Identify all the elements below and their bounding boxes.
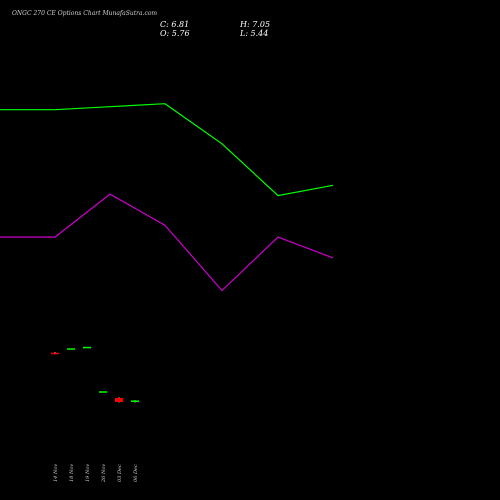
x-axis-ticks: 14 Nov 18 Nov 19 Nov 26 Nov 03 Dec 06 Dec [53, 464, 139, 483]
open-value: O: 5.76 [160, 29, 190, 38]
candle-19-nov [83, 346, 91, 349]
x-tick-label: 19 Nov [85, 464, 91, 482]
candle-14-nov [51, 351, 59, 355]
candle-body [51, 352, 59, 355]
candle-03-dec [115, 397, 123, 403]
candles [51, 346, 139, 403]
candle-body [67, 348, 75, 350]
chart-title: ONGC 270 CE Options Chart MunafaSutra.co… [12, 10, 157, 17]
candle-body [83, 346, 91, 349]
candle-26-nov [99, 391, 107, 393]
x-tick-label: 06 Dec [133, 464, 139, 482]
x-tick-label: 26 Nov [101, 464, 107, 483]
close-value: C: 6.81 [160, 20, 189, 29]
low-value: L: 5.44 [239, 29, 268, 38]
candle-18-nov [67, 348, 75, 350]
high-value: H: 7.05 [239, 20, 270, 29]
candle-body [131, 400, 139, 402]
indicator-line-0 [0, 103, 334, 197]
x-tick-label: 14 Nov [53, 464, 59, 482]
x-tick-label: 03 Dec [117, 464, 123, 482]
candle-body [115, 397, 123, 402]
candle-body [99, 391, 107, 393]
indicator-line-1 [0, 193, 334, 292]
candle-06-dec [131, 400, 139, 403]
indicator-lines [0, 103, 334, 292]
x-tick-label: 18 Nov [69, 464, 75, 482]
